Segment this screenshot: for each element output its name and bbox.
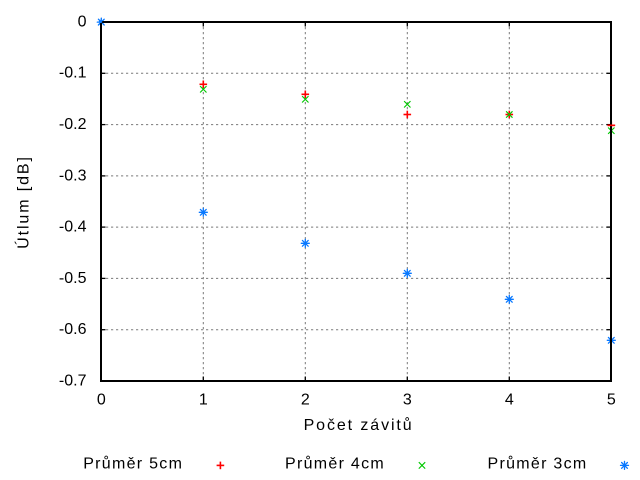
svg-text:5: 5 [607, 392, 616, 409]
svg-text:-0.2: -0.2 [59, 116, 87, 133]
svg-text:Průměr 5cm: Průměr 5cm [83, 455, 183, 473]
svg-text:3: 3 [403, 392, 412, 409]
svg-text:0: 0 [97, 392, 106, 409]
svg-text:Průměr 3cm: Průměr 3cm [488, 455, 588, 473]
svg-text:Útlum [dB]: Útlum [dB] [14, 155, 33, 249]
svg-text:0: 0 [78, 13, 87, 30]
svg-text:-0.1: -0.1 [59, 65, 87, 82]
svg-text:-0.3: -0.3 [59, 167, 87, 184]
svg-text:-0.5: -0.5 [59, 270, 87, 287]
svg-text:Průměr 4cm: Průměr 4cm [285, 455, 385, 473]
svg-text:1: 1 [199, 392, 208, 409]
svg-text:-0.7: -0.7 [59, 372, 87, 389]
svg-text:Počet závitů: Počet závitů [304, 416, 414, 434]
svg-text:2: 2 [301, 392, 310, 409]
svg-text:-0.4: -0.4 [59, 219, 87, 236]
svg-text:-0.6: -0.6 [59, 321, 87, 338]
svg-text:4: 4 [505, 392, 514, 409]
